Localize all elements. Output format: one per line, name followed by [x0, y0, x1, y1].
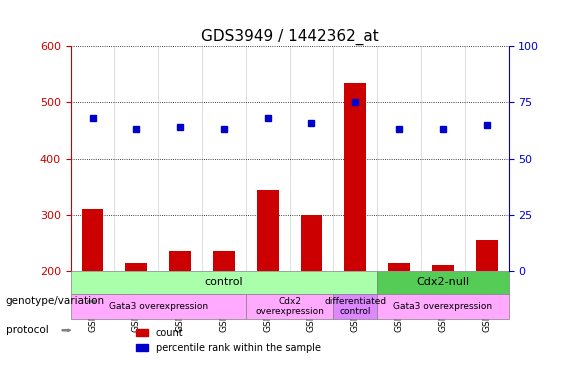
- Title: GDS3949 / 1442362_at: GDS3949 / 1442362_at: [201, 28, 379, 45]
- Bar: [71, 293, 246, 319]
- Text: Cdx2
overexpression: Cdx2 overexpression: [255, 297, 324, 316]
- Bar: [71, 271, 377, 293]
- Bar: [377, 293, 508, 319]
- Text: Gata3 overexpression: Gata3 overexpression: [108, 302, 208, 311]
- Bar: [476, 240, 498, 384]
- Bar: [257, 189, 279, 384]
- Bar: [377, 271, 508, 293]
- Bar: [388, 263, 410, 384]
- Text: Gata3 overexpression: Gata3 overexpression: [393, 302, 492, 311]
- Bar: [81, 209, 103, 384]
- Text: Cdx2-null: Cdx2-null: [416, 277, 470, 287]
- Bar: [169, 252, 191, 384]
- Text: protocol: protocol: [6, 325, 49, 335]
- Text: differentiated
control: differentiated control: [324, 297, 386, 316]
- Bar: [432, 265, 454, 384]
- Text: genotype/variation: genotype/variation: [6, 296, 105, 306]
- Bar: [344, 83, 366, 384]
- Bar: [125, 263, 147, 384]
- Legend: count, percentile rank within the sample: count, percentile rank within the sample: [132, 324, 325, 357]
- Bar: [301, 215, 323, 384]
- Bar: [333, 293, 377, 319]
- Bar: [246, 293, 333, 319]
- Bar: [213, 252, 235, 384]
- Text: control: control: [205, 277, 243, 287]
